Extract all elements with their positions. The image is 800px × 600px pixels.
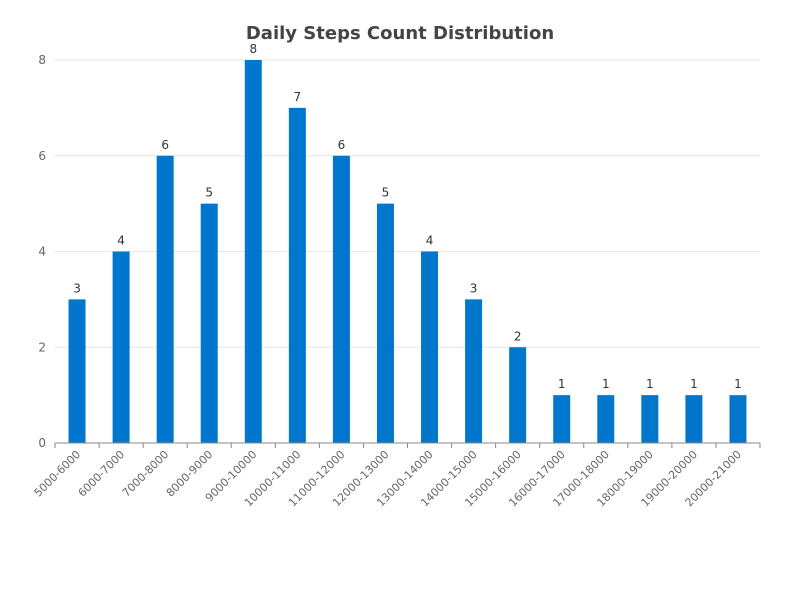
data-label: 4 xyxy=(426,234,434,248)
data-label: 1 xyxy=(690,377,698,391)
bar[interactable] xyxy=(288,107,306,443)
y-tick-label: 6 xyxy=(38,149,46,163)
data-label: 1 xyxy=(558,377,566,391)
x-axis: 5000-60006000-70007000-80008000-90009000… xyxy=(32,442,761,509)
y-tick-label: 2 xyxy=(38,340,46,354)
y-tick-label: 4 xyxy=(38,245,46,259)
data-label: 8 xyxy=(249,42,257,56)
bar[interactable] xyxy=(685,395,703,443)
bar[interactable] xyxy=(68,299,86,443)
bars xyxy=(68,60,747,444)
bar[interactable] xyxy=(641,395,659,443)
data-label: 1 xyxy=(734,377,742,391)
data-label: 5 xyxy=(382,186,390,200)
y-tick-label: 8 xyxy=(38,53,46,67)
data-labels: 3 4 6 5 8 7 6 5 4 3 2 1 1 1 1 1 xyxy=(73,42,742,391)
x-tick-label: 6000-7000 xyxy=(76,448,128,500)
bar[interactable] xyxy=(465,299,483,443)
data-label: 6 xyxy=(161,138,169,152)
bar[interactable] xyxy=(200,203,218,443)
bar[interactable] xyxy=(244,60,262,443)
data-label: 3 xyxy=(73,281,81,295)
data-label: 5 xyxy=(205,186,213,200)
x-tick-label: 7000-8000 xyxy=(120,448,172,500)
data-label: 1 xyxy=(646,377,654,391)
data-label: 6 xyxy=(338,138,346,152)
data-label: 1 xyxy=(602,377,610,391)
y-axis: 0 2 4 6 8 xyxy=(38,53,46,450)
bar[interactable] xyxy=(156,155,174,443)
chart-title: Daily Steps Count Distribution xyxy=(246,23,554,44)
bar[interactable] xyxy=(597,395,615,443)
bar[interactable] xyxy=(729,395,747,443)
data-label: 3 xyxy=(470,281,478,295)
bar[interactable] xyxy=(112,251,130,444)
data-label: 4 xyxy=(117,234,125,248)
data-label: 7 xyxy=(294,90,302,104)
bar[interactable] xyxy=(553,395,571,443)
data-label: 2 xyxy=(514,329,522,343)
bar[interactable] xyxy=(376,203,394,443)
bar[interactable] xyxy=(421,251,439,444)
bar[interactable] xyxy=(332,155,350,443)
bar[interactable] xyxy=(509,347,527,443)
y-tick-label: 0 xyxy=(38,436,46,450)
x-tick-label: 5000-6000 xyxy=(32,448,84,500)
